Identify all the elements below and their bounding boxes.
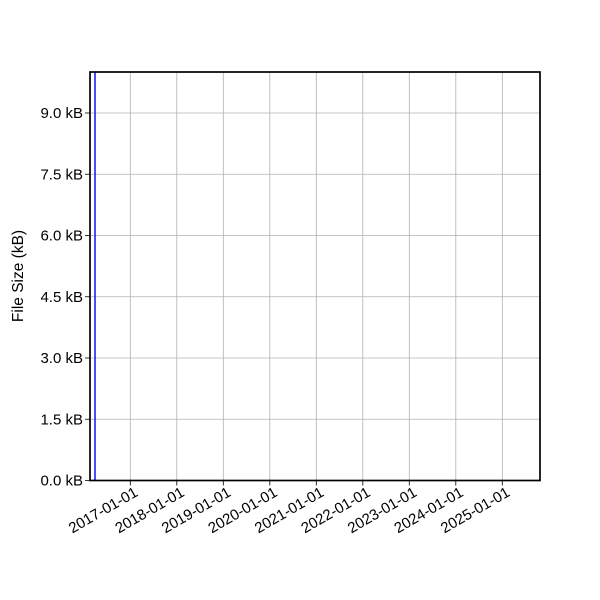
svg-text:4.5 kB: 4.5 kB (40, 289, 83, 306)
svg-text:3.0 kB: 3.0 kB (40, 350, 83, 367)
svg-text:7.5 kB: 7.5 kB (40, 166, 83, 183)
svg-text:0.0 kB: 0.0 kB (40, 473, 83, 490)
svg-text:6.0 kB: 6.0 kB (40, 228, 83, 245)
svg-text:1.5 kB: 1.5 kB (40, 411, 83, 428)
svg-text:File Size (kB): File Size (kB) (10, 230, 27, 322)
svg-text:9.0 kB: 9.0 kB (40, 105, 83, 122)
